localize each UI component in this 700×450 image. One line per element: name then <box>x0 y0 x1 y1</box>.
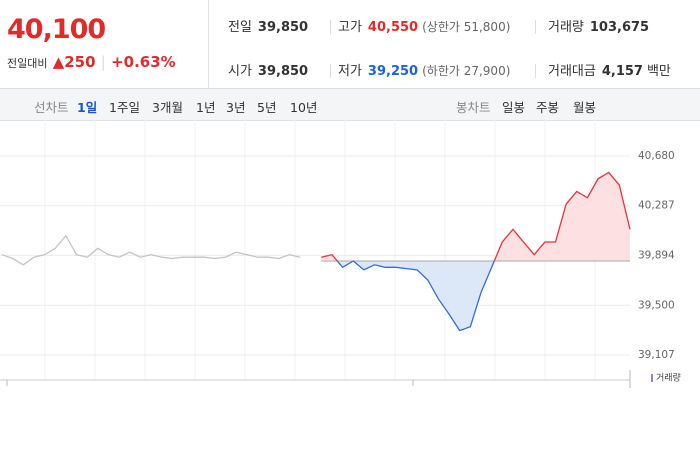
stat-note: (하한가 27,900) <box>422 64 511 78</box>
stat: 저가 39,250 (하한가 27,900) <box>338 60 510 79</box>
stat-label: 시가 <box>228 64 252 79</box>
change-pct: +0.63% <box>111 53 176 71</box>
stat-value: 39,250 <box>367 64 419 79</box>
period-tab[interactable]: 1년 <box>196 100 216 115</box>
stat-label: 전일 <box>228 20 252 35</box>
stat: 거래량 103,675 <box>548 16 649 35</box>
tab-bar: 선차트 1일 1주일 3개월 1년 3년 5년 10년 봉차트 일봉 주봉 월봉 <box>0 89 700 121</box>
candle-tab[interactable]: 일봉 <box>502 100 526 115</box>
stat: 시가 39,850 <box>228 60 308 79</box>
legend-label: 거래량 <box>656 372 681 384</box>
price-box: 40,100 전일대비 ▲250 | +0.63% <box>0 0 209 88</box>
quote-header: 40,100 전일대비 ▲250 | +0.63% 전일 39,850 고가 40,5… <box>0 0 700 89</box>
period-tab[interactable]: 3개월 <box>152 100 183 115</box>
stat-unit: 백만 <box>646 64 671 79</box>
stat: 거래대금 4,157 백만 <box>548 60 671 79</box>
stat-label: 저가 <box>338 64 362 79</box>
stat-value: 40,550 <box>367 20 419 35</box>
chart: 40,680 40,287 39,894 39,500 39,107 거래량 <box>0 120 681 388</box>
stat-label: 거래량 <box>548 20 584 35</box>
y-tick-label: 39,107 <box>638 349 675 361</box>
legend-swatch <box>651 374 653 382</box>
area-down <box>337 261 495 331</box>
stat-label: 거래대금 <box>548 64 596 79</box>
tab-label: 선차트 <box>34 100 69 115</box>
stat-value: 4,157 <box>601 64 643 79</box>
stat-note: (상한가 51,800) <box>422 20 511 34</box>
stat: 전일 39,850 <box>228 16 308 35</box>
tab-label: 봉차트 <box>456 100 491 115</box>
period-tab[interactable]: 10년 <box>290 100 318 115</box>
line <box>1 234 301 266</box>
separator <box>535 64 536 78</box>
stat: 고가 40,550 (상한가 51,800) <box>338 16 510 35</box>
line-up <box>321 171 631 262</box>
change-value: 250 <box>64 53 96 71</box>
y-tick-label: 40,680 <box>638 150 675 162</box>
period-tab[interactable]: 5년 <box>257 100 277 115</box>
separator <box>535 20 536 34</box>
y-tick-label: 40,287 <box>638 200 675 212</box>
period-tab[interactable]: 3년 <box>226 100 246 115</box>
separator <box>330 20 331 34</box>
change: 전일대비 ▲250 | +0.63% <box>7 53 176 71</box>
period-tab[interactable]: 1주일 <box>109 100 140 115</box>
separator <box>330 64 331 78</box>
price: 40,100 <box>7 14 106 45</box>
y-tick-label: 39,500 <box>638 299 675 311</box>
stat-label: 고가 <box>338 20 362 35</box>
stat-value: 39,850 <box>257 64 309 79</box>
stat-value: 39,850 <box>257 20 309 35</box>
period-tab[interactable]: 1일 <box>77 100 98 115</box>
candle-tab[interactable]: 월봉 <box>573 100 597 115</box>
stat-value: 103,675 <box>589 20 650 35</box>
line-down <box>336 261 495 332</box>
y-tick-label: 39,894 <box>638 249 675 261</box>
area-up <box>321 172 630 262</box>
candle-tab[interactable]: 주봉 <box>536 100 560 115</box>
change-label: 전일대비 <box>7 57 48 70</box>
